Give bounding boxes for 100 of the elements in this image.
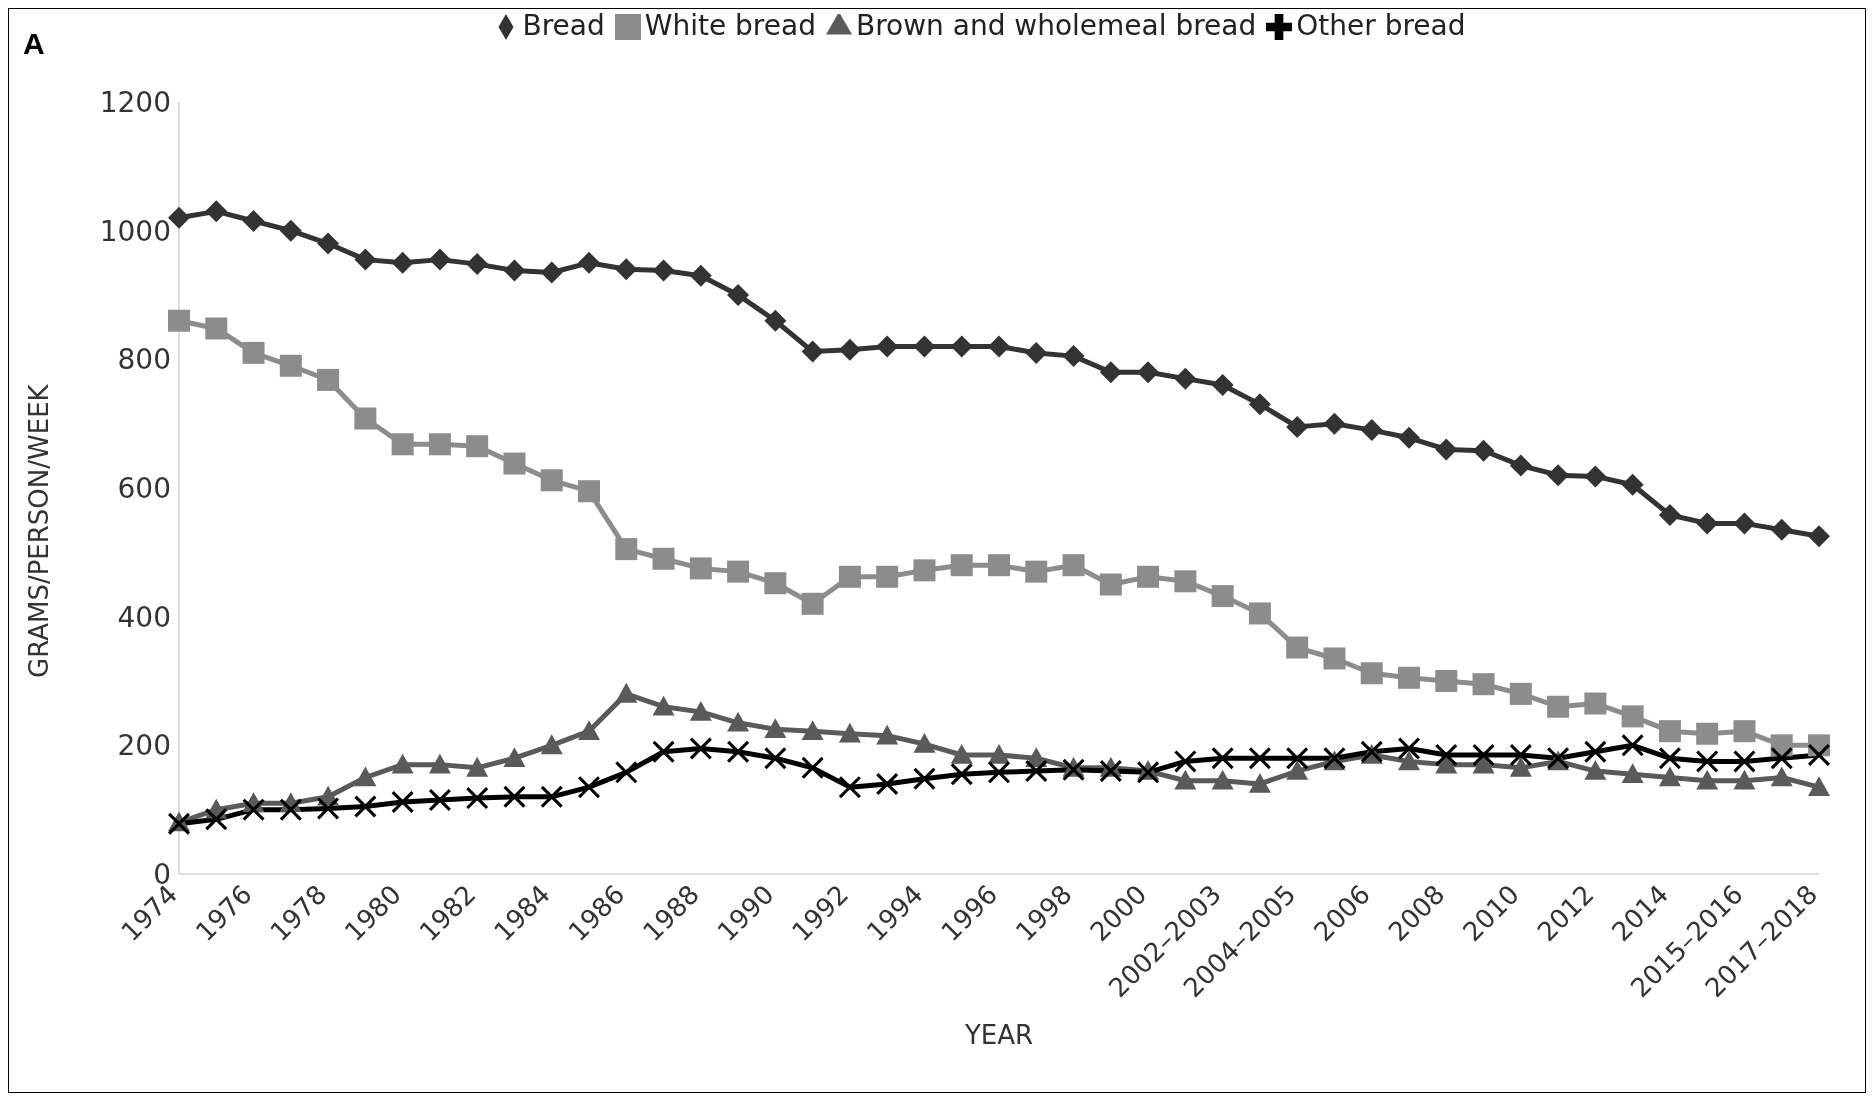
point <box>1248 602 1271 625</box>
point <box>205 317 228 340</box>
point <box>1025 341 1048 364</box>
point <box>1658 766 1681 787</box>
point <box>503 259 526 282</box>
point <box>1621 473 1644 496</box>
point <box>913 767 936 790</box>
point <box>988 335 1010 358</box>
point <box>1435 438 1458 461</box>
point <box>652 259 675 282</box>
point <box>1509 682 1532 705</box>
point <box>1584 740 1607 763</box>
legend-label: Bread <box>522 9 605 42</box>
point <box>988 761 1010 784</box>
point <box>317 368 340 391</box>
y-axis-title: GRAMS/PERSON/WEEK <box>24 383 55 678</box>
point <box>1696 512 1719 535</box>
point <box>242 341 265 364</box>
point <box>652 740 675 763</box>
point <box>279 354 302 377</box>
point <box>950 763 973 786</box>
point <box>1360 419 1383 442</box>
point <box>652 695 675 716</box>
point <box>1286 747 1309 770</box>
point <box>988 743 1010 764</box>
y-tick-label: 400 <box>117 600 171 634</box>
point <box>1211 747 1234 770</box>
point <box>727 740 750 763</box>
point <box>727 284 750 306</box>
point <box>503 747 526 767</box>
point <box>801 756 824 779</box>
point <box>428 433 451 456</box>
point <box>205 200 228 223</box>
point <box>1808 525 1830 548</box>
point <box>279 219 302 242</box>
point <box>391 753 414 774</box>
point <box>1733 720 1756 743</box>
point <box>1770 766 1793 787</box>
point <box>1696 722 1719 745</box>
point <box>1174 367 1197 390</box>
chart-title: A <box>23 27 45 61</box>
point <box>1621 734 1644 757</box>
point <box>1472 673 1495 696</box>
point <box>354 407 377 430</box>
point <box>1398 750 1420 771</box>
point <box>1733 769 1756 790</box>
y-tick-label: 1000 <box>99 214 171 248</box>
point <box>1025 760 1048 783</box>
point <box>503 452 526 475</box>
point <box>1696 769 1719 790</box>
point <box>1323 412 1346 435</box>
point <box>1286 760 1309 780</box>
point <box>540 469 563 492</box>
point <box>1509 756 1532 777</box>
point <box>764 718 787 739</box>
point <box>503 785 526 808</box>
point <box>578 720 600 740</box>
point <box>689 737 712 760</box>
point <box>428 248 451 271</box>
point <box>876 565 899 588</box>
point <box>1211 585 1234 608</box>
point <box>578 480 600 503</box>
point <box>727 560 750 583</box>
point <box>1174 570 1197 593</box>
point <box>242 210 265 233</box>
point <box>615 538 638 561</box>
point <box>838 776 861 799</box>
point <box>801 340 824 363</box>
point <box>317 797 340 820</box>
point <box>317 232 340 255</box>
point <box>391 251 414 274</box>
point <box>354 766 377 787</box>
y-tick-label: 200 <box>117 729 171 763</box>
point <box>205 808 228 831</box>
point <box>354 795 377 818</box>
point <box>578 251 600 274</box>
point <box>540 785 563 808</box>
point <box>1472 439 1495 462</box>
point <box>1323 647 1346 670</box>
point <box>838 565 861 588</box>
point <box>727 711 750 732</box>
point <box>1174 769 1197 790</box>
point <box>1733 750 1756 773</box>
point <box>1547 695 1570 718</box>
y-tick-label: 800 <box>117 343 171 377</box>
point <box>428 789 451 812</box>
point <box>652 547 675 570</box>
point <box>1472 743 1495 766</box>
point <box>876 335 899 358</box>
point <box>1398 426 1420 449</box>
point <box>466 787 489 810</box>
point <box>1584 760 1607 780</box>
point <box>1211 769 1234 790</box>
point <box>950 554 973 577</box>
legend-label: White bread <box>644 9 816 42</box>
point <box>615 682 638 703</box>
y-tick-label: 1200 <box>99 85 171 119</box>
point <box>466 756 489 777</box>
point <box>1658 747 1681 770</box>
point <box>913 733 936 753</box>
